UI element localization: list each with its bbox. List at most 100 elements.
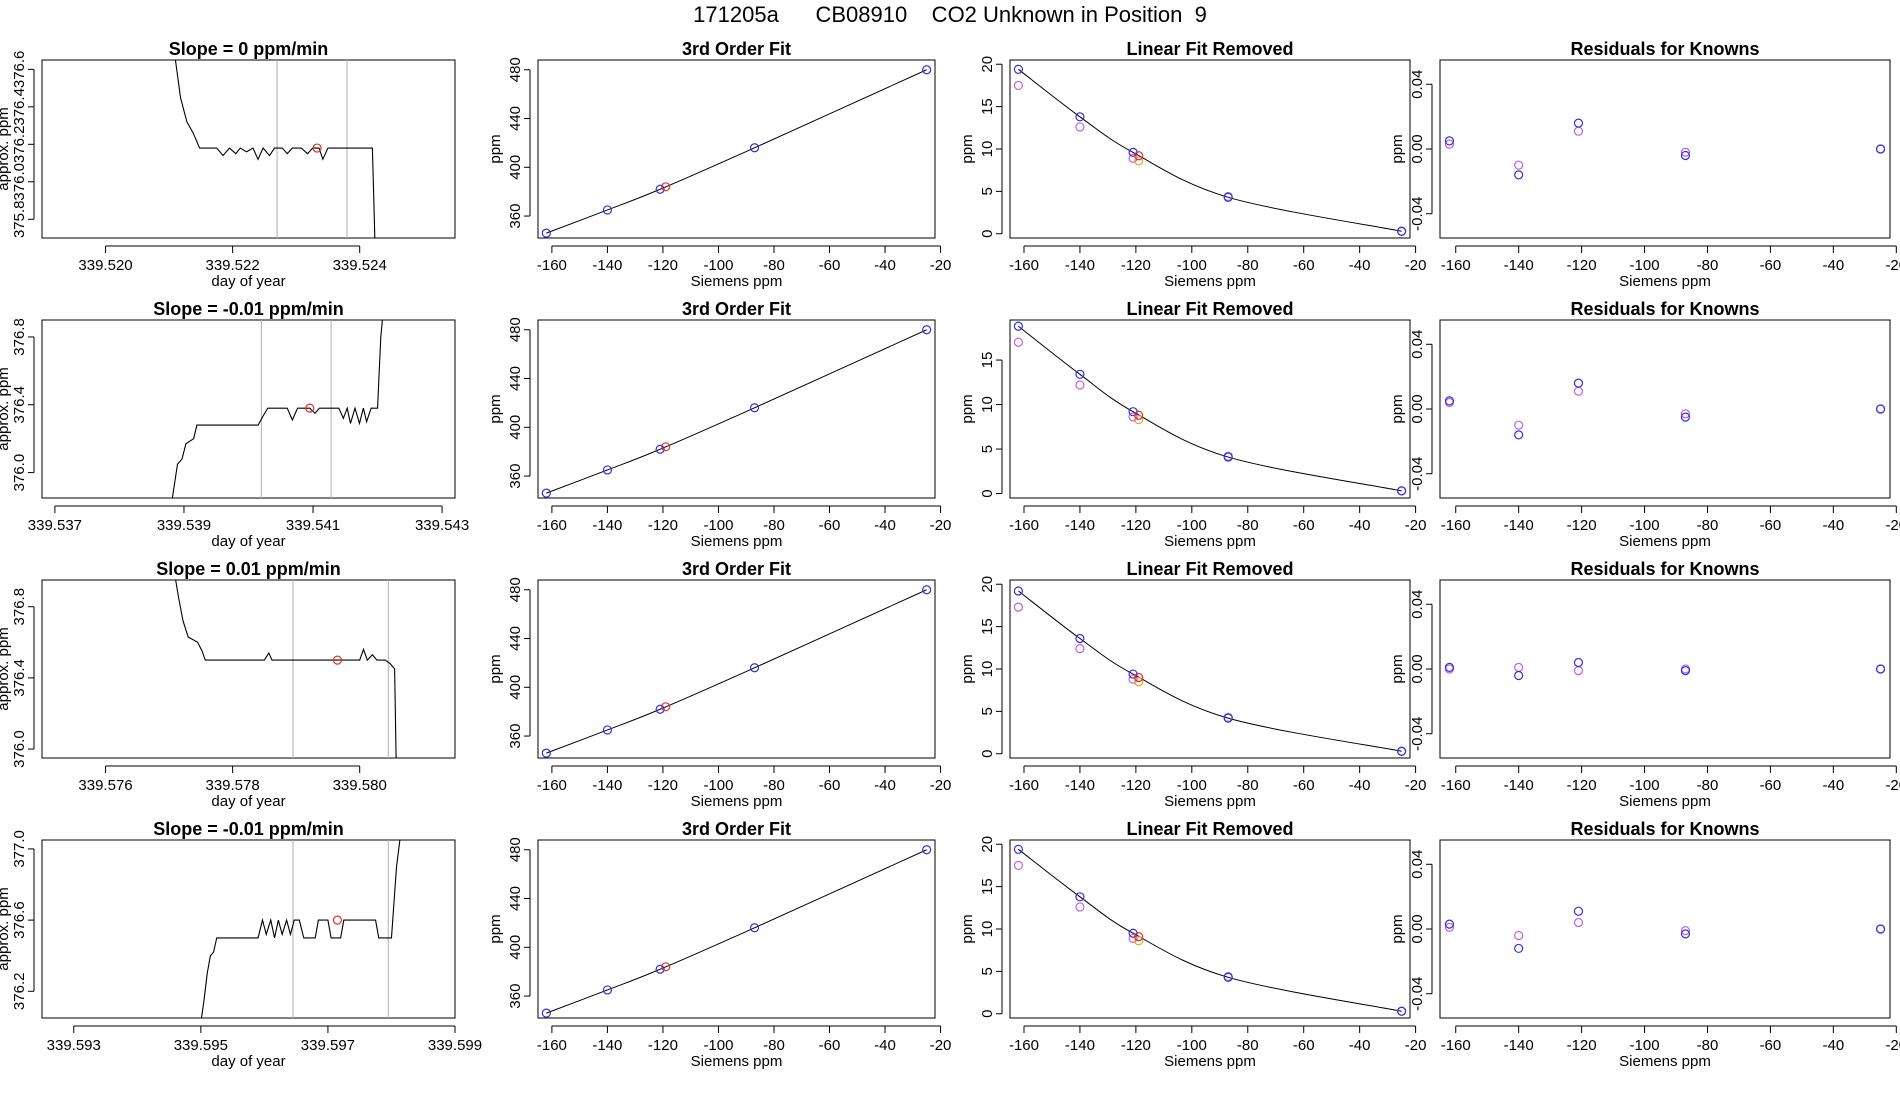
unknown-point-alt (1134, 936, 1144, 946)
panel-r4-c3: Linear Fit Removed -160 -140 -120 -100 -80 -60… (959, 819, 1426, 1070)
y-axis-label: ppm (959, 394, 976, 423)
y-axis-label: ppm (487, 134, 504, 163)
panel-r2-c2: 3rd Order Fit -160 -140 -120 -100 -80 -60 -40 -2… (487, 299, 951, 550)
unknown-point (661, 182, 671, 192)
residual-point (1680, 150, 1691, 161)
panel-r3-c2: 3rd Order Fit -160 -140 -120 -100 -80 -60 -40 -2… (487, 559, 951, 810)
x-axis-label: Siemens ppm (691, 1053, 783, 1070)
plot-frame (1009, 839, 1411, 1019)
y-tick-label: 376.4 (11, 386, 28, 424)
y-axis-label: ppm (959, 914, 976, 943)
panel-r4-c2: 3rd Order Fit -160 -140 -120 -100 -80 -60 -40 -2… (487, 819, 951, 1070)
trace-line (171, 320, 383, 498)
x-tick-label: -120 (648, 517, 678, 534)
known-point (602, 465, 613, 475)
x-tick-label: -120 (1567, 777, 1597, 794)
x-tick-label: -160 (537, 257, 567, 274)
plot-frame (1439, 59, 1891, 239)
y-axis-label: ppm (487, 914, 504, 943)
x-tick-label: -120 (1567, 517, 1597, 534)
panel-title: Residuals for Knowns (1570, 819, 1759, 839)
y-tick-label: -0.04 (1409, 717, 1426, 751)
x-tick-label: 339.597 (301, 1037, 355, 1054)
x-tick-label: -120 (648, 257, 678, 274)
known-point-alt (1075, 122, 1085, 132)
known-point-alt (1013, 602, 1023, 612)
known-point (541, 748, 551, 758)
x-tick-label: -40 (1349, 1037, 1371, 1054)
plot-area (541, 585, 932, 758)
residual-point (1514, 670, 1524, 681)
residual-point-alt (1573, 666, 1584, 676)
y-axis-label: ppm (959, 654, 976, 683)
known-point (1075, 369, 1085, 379)
residual-point (1514, 943, 1524, 954)
known-point (1397, 1006, 1407, 1016)
known-point (922, 65, 932, 75)
y-tick-label: 376.6 (11, 901, 28, 939)
x-tick-label: -20 (930, 257, 952, 274)
y-tick-label: 15 (979, 98, 996, 115)
residual-point-alt (1680, 926, 1691, 936)
y-axis-label: ppm (487, 654, 504, 683)
y-tick-label: 400 (507, 155, 524, 180)
x-tick-label: -80 (763, 257, 785, 274)
known-point (1013, 64, 1023, 74)
y-tick-label: 5 (979, 967, 996, 975)
plot-frame (1009, 579, 1411, 759)
x-tick-label: -100 (1177, 1037, 1207, 1054)
plot-frame (1439, 319, 1891, 499)
known-point-alt (1128, 412, 1138, 422)
x-tick-label: -20 (930, 517, 952, 534)
x-tick-label: 339.537 (28, 517, 82, 534)
residual-point-alt (1680, 147, 1691, 157)
x-axis-label: Siemens ppm (1619, 793, 1711, 810)
known-point-alt (1128, 674, 1138, 684)
y-axis-label: approx. ppm (0, 107, 12, 190)
residual-point (1573, 906, 1584, 916)
plot-frame (1439, 579, 1891, 759)
y-axis-label: ppm (959, 134, 976, 163)
x-tick-label: -140 (592, 517, 622, 534)
unknown-point-alt (1134, 415, 1144, 425)
x-tick-label: 339.576 (78, 777, 132, 794)
x-tick-label: -120 (648, 777, 678, 794)
x-axis-label: Siemens ppm (691, 533, 783, 550)
residual-point (1444, 136, 1455, 146)
residual-point-alt (1514, 662, 1524, 672)
residual-point (1875, 664, 1886, 674)
known-point (1013, 321, 1023, 331)
residual-point (1573, 657, 1584, 668)
y-axis-label: ppm (1389, 394, 1406, 423)
plot-area (1444, 906, 1886, 954)
y-tick-label: 376.0 (11, 730, 28, 768)
x-axis-label: Siemens ppm (1619, 273, 1711, 290)
y-tick-label: 480 (507, 317, 524, 342)
y-tick-label: 10 (979, 921, 996, 938)
y-tick-label: 480 (507, 577, 524, 602)
x-tick-label: -160 (1009, 517, 1039, 534)
plot-frame (41, 579, 456, 759)
panel-title: 3rd Order Fit (682, 299, 791, 319)
unknown-point (1134, 151, 1144, 161)
x-tick-label: -160 (1441, 257, 1471, 274)
plot-frame (41, 59, 456, 239)
x-tick-label: -140 (1065, 257, 1095, 274)
y-tick-label: 360 (507, 984, 524, 1009)
x-tick-label: 339.593 (47, 1037, 101, 1054)
residual-point-alt (1514, 930, 1524, 941)
residual-point (1514, 170, 1524, 180)
x-tick-label: -80 (1237, 777, 1259, 794)
y-axis-label: approx. ppm (0, 887, 12, 970)
known-point (541, 1008, 551, 1018)
known-point (749, 143, 760, 153)
y-tick-label: 376.8 (11, 318, 28, 356)
y-tick-label: 360 (507, 204, 524, 229)
known-point-alt (1013, 337, 1023, 347)
plot-frame (1009, 59, 1411, 239)
known-point-alt (1013, 80, 1023, 91)
y-tick-label: 375.8 (11, 200, 28, 238)
x-tick-label: -40 (874, 1037, 896, 1054)
x-tick-label: -140 (1504, 1037, 1534, 1054)
x-tick-label: -100 (1630, 777, 1660, 794)
